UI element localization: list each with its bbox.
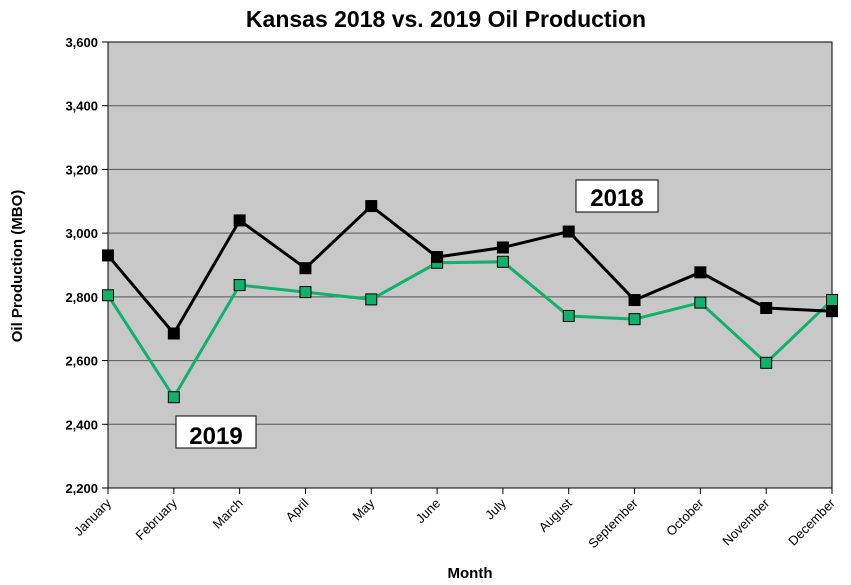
x-tick-label: August xyxy=(536,495,575,534)
data-point-2019 xyxy=(760,356,773,369)
x-tick-label: March xyxy=(210,496,246,532)
x-axis-title: Month xyxy=(448,565,493,582)
data-point-2018 xyxy=(562,225,575,238)
y-axis-title: Oil Production (MBO) xyxy=(9,190,26,342)
callout-2018-label: 2018 xyxy=(590,185,643,212)
x-axis: January February March April May June July Augu… xyxy=(71,488,839,551)
callout-2018-box xyxy=(575,179,659,213)
chart-title: Kansas 2018 vs. 2019 Oil Production xyxy=(246,6,646,32)
data-point-2019 xyxy=(496,255,509,268)
y-tick-label: 2,800 xyxy=(65,290,98,305)
x-tick-label: December xyxy=(785,495,838,548)
x-tick-label: May xyxy=(349,495,377,523)
x-tick-label: October xyxy=(663,495,707,539)
data-point-2018 xyxy=(431,251,444,264)
data-point-2018 xyxy=(694,266,707,279)
data-point-2019 xyxy=(299,286,312,299)
x-tick-label: June xyxy=(413,496,444,527)
data-point-2018 xyxy=(826,305,838,318)
data-point-2018 xyxy=(233,214,246,227)
x-tick-label: January xyxy=(71,495,115,539)
y-tick-label: 3,400 xyxy=(65,99,98,114)
y-axis: 2,200 2,400 2,600 2,800 3,000 3,200 3,400 3,600 xyxy=(65,35,108,496)
y-tick-label: 2,400 xyxy=(65,417,98,432)
data-point-2018 xyxy=(760,302,773,315)
callout-2019-label: 2019 xyxy=(189,423,242,450)
y-tick-label: 3,600 xyxy=(65,35,98,50)
callouts: 2018 2019 xyxy=(175,179,659,450)
callout-2019-box xyxy=(175,415,257,449)
y-tick-label: 2,200 xyxy=(65,481,98,496)
plot-area xyxy=(107,41,833,489)
data-point-2018 xyxy=(628,294,641,307)
x-tick-label: July xyxy=(482,495,509,522)
series-line-2019 xyxy=(106,260,834,401)
y-tick-label: 2,600 xyxy=(65,354,98,369)
data-point-2018 xyxy=(365,200,378,213)
data-point-2018 xyxy=(102,249,114,262)
data-point-2018 xyxy=(299,262,312,275)
data-point-2019 xyxy=(628,313,641,326)
data-point-2019 xyxy=(365,293,378,306)
x-tick-label: September xyxy=(585,495,641,551)
data-point-2019 xyxy=(562,309,575,322)
x-tick-label: February xyxy=(133,495,181,543)
data-point-2019 xyxy=(233,279,246,292)
y-tick-label: 3,000 xyxy=(65,226,98,241)
data-point-2018 xyxy=(496,241,509,254)
x-tick-label: November xyxy=(719,495,772,548)
data-point-2019 xyxy=(167,391,180,404)
series-layer xyxy=(102,200,838,404)
data-point-2019 xyxy=(694,296,707,309)
series-2018 xyxy=(102,200,838,340)
data-point-2019 xyxy=(826,294,838,307)
x-tick-label: April xyxy=(283,495,312,524)
data-point-2018 xyxy=(167,327,180,340)
series-line-2018 xyxy=(106,204,833,337)
y-tick-label: 3,200 xyxy=(65,162,98,177)
series-2019 xyxy=(102,255,838,404)
data-point-2019 xyxy=(102,289,114,302)
